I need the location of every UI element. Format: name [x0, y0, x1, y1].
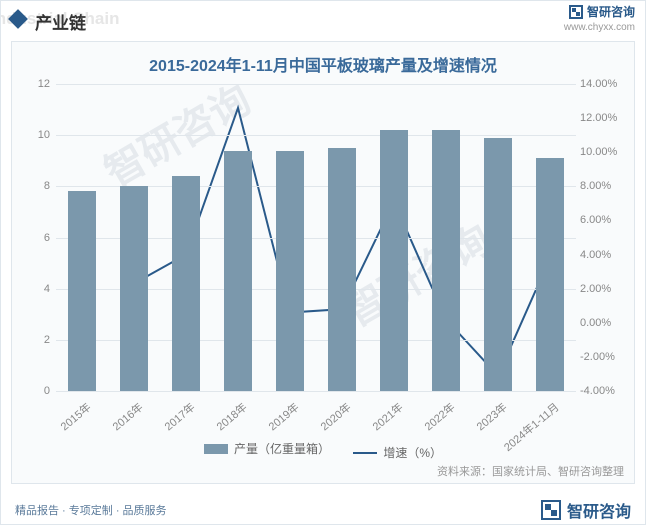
header-right: 智研咨询 www.chyxx.com	[564, 3, 635, 33]
y2-tick-label: 2.00%	[580, 283, 630, 295]
footer-left-text: 精品报告 · 专项定制 · 品质服务	[15, 502, 167, 518]
bar	[276, 151, 305, 391]
brand-name: 智研咨询	[587, 3, 635, 20]
brand-icon	[569, 5, 583, 19]
source-text: 资料来源：国家统计局、智研咨询整理	[437, 463, 624, 479]
header: Industrial Chain 产业链 智研咨询 www.chyxx.com	[1, 1, 645, 37]
brand-badge: 智研咨询	[564, 3, 635, 20]
y1-tick-label: 8	[16, 180, 50, 192]
gridline	[56, 135, 576, 136]
y2-tick-label: 10.00%	[580, 146, 630, 158]
legend-line-label: 增速（%）	[383, 444, 442, 461]
footer: 精品报告 · 专项定制 · 品质服务 智研咨询	[1, 496, 645, 524]
chart-container: 2015-2024年1-11月中国平板玻璃产量及增速情况 智研咨询 智研咨询 0…	[11, 41, 635, 484]
x-tick-label: 2020年	[317, 399, 354, 434]
y2-tick-label: -2.00%	[580, 351, 630, 363]
x-tick-label: 2018年	[213, 399, 250, 434]
x-tick-label: 2021年	[369, 399, 406, 434]
x-tick-label: 2016年	[109, 399, 146, 434]
y1-tick-label: 0	[16, 385, 50, 397]
y2-tick-label: 6.00%	[580, 214, 630, 226]
x-tick-label: 2015年	[57, 399, 94, 434]
y2-tick-label: 8.00%	[580, 180, 630, 192]
bar	[68, 191, 97, 391]
footer-brand-icon	[541, 500, 561, 520]
gridline	[56, 84, 576, 85]
x-tick-label: 2017年	[161, 399, 198, 434]
brand-url: www.chyxx.com	[564, 22, 635, 33]
y2-tick-label: -4.00%	[580, 385, 630, 397]
y1-tick-label: 6	[16, 232, 50, 244]
bar	[224, 151, 253, 391]
y2-tick-label: 12.00%	[580, 112, 630, 124]
x-tick-label: 2022年	[421, 399, 458, 434]
x-tick-label: 2023年	[473, 399, 510, 434]
y2-tick-label: 4.00%	[580, 249, 630, 261]
y2-tick-label: 0.00%	[580, 317, 630, 329]
bar	[484, 138, 513, 391]
footer-brand-name: 智研咨询	[567, 498, 631, 522]
y1-tick-label: 12	[16, 78, 50, 90]
legend-bar-label: 产量（亿重量箱）	[234, 440, 330, 457]
bar	[536, 158, 565, 391]
legend-line-swatch	[353, 452, 377, 454]
bar	[432, 130, 461, 391]
gridline	[56, 391, 576, 392]
legend-bar-swatch	[204, 444, 228, 454]
chart-title: 2015-2024年1-11月中国平板玻璃产量及增速情况	[12, 42, 634, 76]
legend-line: 增速（%）	[353, 444, 442, 461]
bar	[380, 130, 409, 391]
header-title-cn: 产业链	[35, 9, 86, 34]
bar	[120, 186, 149, 391]
legend-bar: 产量（亿重量箱）	[204, 440, 330, 457]
bar	[328, 148, 357, 391]
legend: 产量（亿重量箱） 增速（%）	[12, 440, 634, 461]
footer-brand: 智研咨询	[541, 498, 631, 522]
y1-tick-label: 2	[16, 334, 50, 346]
bar	[172, 176, 201, 391]
y2-tick-label: 14.00%	[580, 78, 630, 90]
plot-area: 智研咨询 智研咨询 024681012-4.00%-2.00%0.00%2.00…	[56, 84, 576, 391]
y1-tick-label: 10	[16, 129, 50, 141]
x-tick-label: 2019年	[265, 399, 302, 434]
y1-tick-label: 4	[16, 283, 50, 295]
header-diamond-icon	[8, 9, 28, 29]
